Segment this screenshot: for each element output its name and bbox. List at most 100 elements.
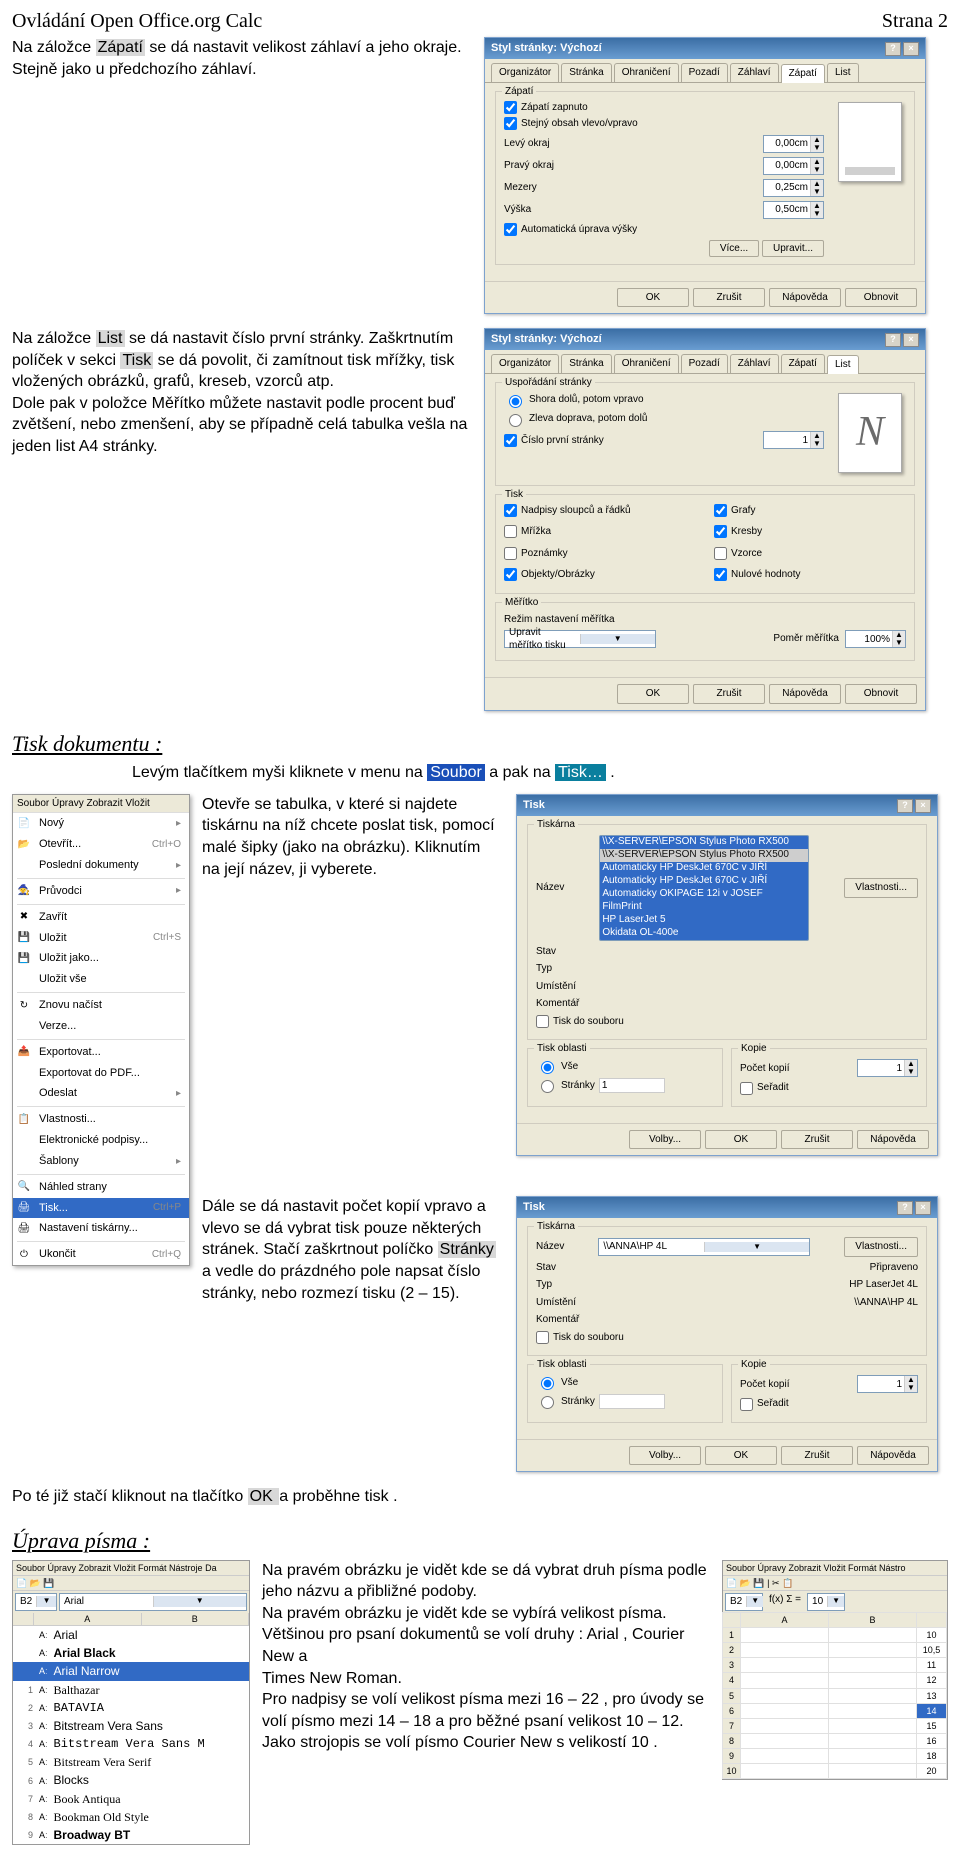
chk-auto-height[interactable]: Automatická úprava výšky [504,223,824,237]
size-combo[interactable]: 10▼ [807,1593,845,1611]
cell-ref[interactable]: B2▼ [15,1593,57,1611]
btn-obnovit[interactable]: Obnovit [845,684,917,704]
btn-npovda[interactable]: Nápověda [769,288,841,308]
size-option[interactable]: 14 [916,1703,947,1719]
menu-Vlastnosti...[interactable]: 📋Vlastnosti... [13,1109,189,1130]
tab-organizátor[interactable]: Organizátor [491,63,559,82]
btn-properties[interactable]: Vlastnosti... [844,1237,918,1257]
tab-list[interactable]: List [827,355,859,374]
btn-zruit[interactable]: Zrušit [781,1130,853,1150]
spin-Výška[interactable]: ▲▼ [763,201,824,219]
tab-list[interactable]: List [827,63,859,82]
btn-edit[interactable]: Upravit... [762,240,824,257]
radio-pages[interactable]: Stránky [536,1393,714,1409]
radio-all[interactable]: Vše [536,1058,714,1074]
chk-first-page[interactable]: Číslo první stránky [504,434,604,448]
spin-Mezery[interactable]: ▲▼ [763,179,824,197]
spin-copies[interactable]: ▲▼ [857,1059,918,1077]
menu-Exportovat do PDF...[interactable]: Exportovat do PDF... [13,1063,189,1084]
chk-Vzorce[interactable]: Vzorce [714,547,906,561]
btn-zruit[interactable]: Zrušit [693,684,765,704]
size-option[interactable]: 16 [916,1733,947,1749]
menu-Otevřít...[interactable]: 📂Otevřít...Ctrl+O [13,834,189,855]
tab-zápatí[interactable]: Zápatí [781,354,825,373]
font-item[interactable]: 2AːBATAVIA [13,1699,249,1717]
tab-zápatí[interactable]: Zápatí [781,64,825,83]
btn-npovda[interactable]: Nápověda [857,1446,929,1466]
chk-collate[interactable]: Seřadit [740,1081,918,1095]
menu-Šablony[interactable]: Šablony▸ [13,1151,189,1172]
chk-same-content[interactable]: Stejný obsah vlevo/vpravo [504,117,824,131]
font-item[interactable]: AːArial [13,1626,249,1644]
pages-input[interactable] [599,1394,665,1409]
chk-Kresby[interactable]: Kresby [714,525,906,539]
tab-stránka[interactable]: Stránka [561,63,611,82]
size-option[interactable]: 13 [916,1688,947,1704]
chk-Mřížka[interactable]: Mřížka [504,525,696,539]
cell-ref[interactable]: B2▼ [725,1593,763,1611]
printer-combo[interactable]: \\ANNA\HP 4L▼ [598,1238,810,1256]
scale-mode-combo[interactable]: Upravit měřítko tisku▼ [504,630,656,648]
chk-Grafy[interactable]: Grafy [714,504,906,518]
printer-select[interactable]: \\X-SERVER\EPSON Stylus Photo RX500\\X-S… [599,835,809,941]
chk-Poznámky[interactable]: Poznámky [504,547,696,561]
font-item[interactable]: 3AːBitstream Vera Sans [13,1717,249,1735]
pages-input[interactable] [599,1078,665,1093]
chk-collate[interactable]: Seřadit [740,1397,918,1411]
font-item[interactable]: 8AːBookman Old Style [13,1808,249,1826]
chk-Nadpisy sloupců a řádků[interactable]: Nadpisy sloupců a řádků [504,504,696,518]
size-option[interactable]: 20 [916,1763,947,1779]
size-option[interactable]: 18 [916,1748,947,1764]
radio-all[interactable]: Vše [536,1374,714,1390]
btn-obnovit[interactable]: Obnovit [845,288,917,308]
menu-Uložit jako...[interactable]: 💾Uložit jako... [13,948,189,969]
btn-more[interactable]: Více... [709,240,759,257]
chk-print-to-file[interactable]: Tisk do souboru [536,1015,918,1029]
menubar[interactable]: Soubor Úpravy Zobrazit Vložit Formát Nás… [723,1561,947,1576]
spin-Levý okraj[interactable]: ▲▼ [763,135,824,153]
font-item[interactable]: 4AːBitstream Vera Sans M [13,1735,249,1753]
tab-stránka[interactable]: Stránka [561,354,611,373]
font-item[interactable]: 7AːBook Antiqua [13,1790,249,1808]
btn-zruit[interactable]: Zrušit [781,1446,853,1466]
toolbar-icons[interactable]: 📄 📂 💾 [16,1577,55,1589]
menu-Zavřít[interactable]: ✖Zavřít [13,907,189,928]
size-option[interactable]: 10 [916,1627,947,1643]
btn-volby[interactable]: Volby... [629,1446,701,1466]
menu-Průvodci[interactable]: 🧙Průvodci▸ [13,881,189,902]
btn-ok[interactable]: OK [705,1446,777,1466]
spin-Pravý okraj[interactable]: ▲▼ [763,157,824,175]
btn-ok[interactable]: OK [705,1130,777,1150]
radio-top-down[interactable]: Shora dolů, potom vpravo [504,392,824,408]
font-combo[interactable]: Arial▼ [59,1593,247,1611]
menu-Nastavení tiskárny...[interactable]: 🖨Nastavení tiskárny... [13,1218,189,1239]
tab-ohraničení[interactable]: Ohraničení [614,354,679,373]
btn-volby[interactable]: Volby... [629,1130,701,1150]
menu-Exportovat...[interactable]: 📤Exportovat... [13,1042,189,1063]
tab-pozadí[interactable]: Pozadí [681,354,728,373]
menu-Znovu načíst[interactable]: ↻Znovu načíst [13,995,189,1016]
font-item[interactable]: 5AːBitstream Vera Serif [13,1753,249,1771]
chk-Nulové hodnoty[interactable]: Nulové hodnoty [714,568,906,582]
window-buttons[interactable]: ?× [895,798,931,813]
spin-copies[interactable]: ▲▼ [857,1375,918,1393]
tab-záhlaví[interactable]: Záhlaví [730,63,779,82]
font-item[interactable]: 9AːBroadway BT [13,1826,249,1844]
btn-properties[interactable]: Vlastnosti... [844,878,918,898]
menubar[interactable]: Soubor Úpravy Zobrazit Vložit [13,795,189,814]
menu-Uložit[interactable]: 💾UložitCtrl+S [13,928,189,949]
menu-Tisk...[interactable]: 🖨Tisk...Ctrl+P [13,1198,189,1219]
spin-first-page[interactable]: ▲▼ [763,431,824,449]
window-buttons[interactable]: ?× [883,332,919,347]
btn-ok[interactable]: OK [617,288,689,308]
tab-organizátor[interactable]: Organizátor [491,354,559,373]
size-option[interactable]: 10,5 [916,1642,947,1658]
radio-pages[interactable]: Stránky [536,1077,714,1093]
size-option[interactable]: 15 [916,1718,947,1734]
btn-npovda[interactable]: Nápověda [769,684,841,704]
menubar[interactable]: Soubor Úpravy Zobrazit Vložit Formát Nás… [13,1561,249,1576]
menu-Verze...[interactable]: Verze... [13,1016,189,1037]
btn-zruit[interactable]: Zrušit [693,288,765,308]
menu-Poslední dokumenty[interactable]: Poslední dokumenty▸ [13,855,189,876]
btn-ok[interactable]: OK [617,684,689,704]
